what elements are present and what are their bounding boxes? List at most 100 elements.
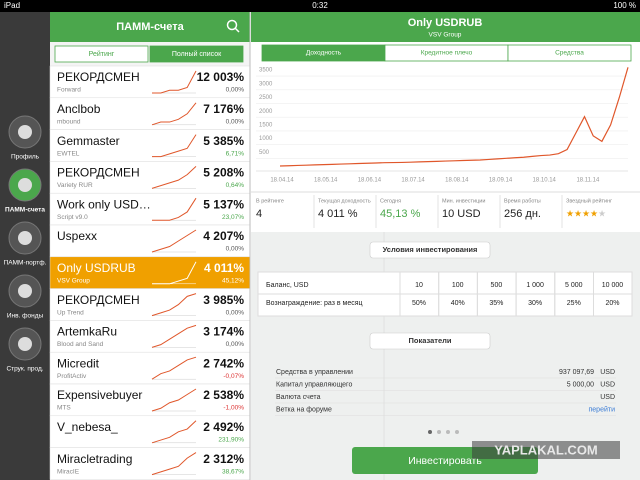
- stat-label: Время работы: [504, 198, 541, 204]
- list-row: [49, 351, 251, 385]
- row-change: -1,00%: [223, 405, 244, 412]
- row-name[interactable]: Gemmaster: [57, 134, 120, 148]
- invest-button-label[interactable]: Инвестировать: [408, 455, 482, 467]
- page-dot: [437, 430, 441, 434]
- sparkline: [151, 166, 197, 189]
- list-row: [49, 383, 251, 417]
- page-dot: [446, 430, 450, 434]
- row-name[interactable]: Uspexx: [57, 229, 97, 243]
- sidebar-glyph: [18, 284, 32, 298]
- row-name[interactable]: Miracletrading: [57, 452, 132, 466]
- row-change: 6,71%: [226, 150, 245, 157]
- row-value: 2 492%: [203, 420, 244, 434]
- status-time: 0:32: [312, 1, 328, 10]
- detail-tab-label[interactable]: Средства: [555, 50, 584, 57]
- watermark-bg: [472, 441, 620, 459]
- cond-cell: 35%: [489, 300, 503, 307]
- row-name[interactable]: РЕКОРДСМЕН: [57, 70, 140, 84]
- list-row: [49, 224, 251, 258]
- row-value: 12 003%: [197, 70, 245, 84]
- stat-value: 256 дн.: [504, 208, 541, 220]
- row-value: 4 207%: [203, 229, 244, 243]
- sidebar-label[interactable]: ПАММ-счета: [5, 207, 45, 214]
- star: ★: [590, 208, 598, 218]
- sparkline: [151, 293, 197, 317]
- sidebar-label[interactable]: Профиль: [11, 154, 40, 161]
- stat-value: 4: [256, 208, 262, 220]
- row-name[interactable]: V_nebesa_: [57, 420, 118, 434]
- sidebar-glyph: [18, 125, 32, 139]
- row-name[interactable]: Work only USD…: [57, 197, 151, 211]
- row-sub: EWTEL: [57, 150, 80, 157]
- star: ★: [566, 208, 574, 218]
- row-sub: MTS: [57, 405, 71, 412]
- row-name[interactable]: ArtemkaRu: [57, 325, 117, 339]
- x-tick-label: 18.10.14: [533, 178, 557, 184]
- row-name[interactable]: Anclbob: [57, 102, 101, 116]
- sparkline: [151, 452, 197, 476]
- row-sub: MiracIE: [57, 468, 80, 475]
- cond-cell: 25%: [567, 300, 581, 307]
- sidebar-glyph: [18, 337, 32, 351]
- stat-label: В рейтинге: [256, 197, 284, 204]
- stat-label: Текущая доходность: [318, 198, 371, 204]
- info-value: 937 097,69: [559, 369, 594, 376]
- detail-tab: [507, 44, 632, 62]
- sparkline: [151, 420, 197, 444]
- row-name[interactable]: Expensivebuyer: [57, 388, 142, 402]
- info-link[interactable]: перейти: [589, 405, 616, 413]
- info-label: Средства в управлении: [276, 369, 353, 376]
- row-change: 231,90%: [218, 437, 244, 444]
- row-change: 0,00%: [226, 309, 245, 316]
- row-name[interactable]: Micredit: [57, 356, 100, 370]
- row-sub: Blood and Sand: [57, 341, 104, 348]
- stat-label: Сегодня: [380, 198, 401, 204]
- x-tick-label: 18.11.14: [576, 178, 600, 184]
- list-row: [49, 415, 251, 448]
- list-tab: [54, 45, 149, 63]
- sparkline: [152, 197, 197, 221]
- y-tick-label: 2000: [259, 109, 273, 115]
- row-name[interactable]: РЕКОРДСМЕН: [57, 293, 140, 307]
- status-device: iPad: [4, 1, 20, 10]
- sidebar-label[interactable]: Инв. фонды: [7, 313, 44, 320]
- detail-tab-label[interactable]: Доходность: [306, 50, 342, 57]
- status-bar: [0, 0, 640, 12]
- sidebar-label[interactable]: Струк. прод.: [6, 366, 43, 373]
- sidebar-glyph: [18, 231, 32, 245]
- list-tab: [149, 45, 244, 63]
- stat-label: Звездный рейтинг: [566, 197, 612, 204]
- row-sub: ProfitActiv: [57, 373, 87, 380]
- x-tick-label: 18.06.14: [358, 178, 382, 184]
- y-tick-label: 3000: [259, 81, 273, 87]
- sidebar-label[interactable]: ПАММ-портф.: [4, 260, 47, 267]
- row-name[interactable]: РЕКОРДСМЕН: [57, 166, 140, 180]
- info-label: Капитал управляющего: [276, 381, 352, 388]
- page-dot: [428, 430, 432, 434]
- row-value: 2 312%: [203, 452, 244, 466]
- row-change: 45,12%: [222, 278, 244, 285]
- stat-value: 45,13 %: [380, 208, 421, 220]
- star: ★: [582, 208, 590, 218]
- cond-cell: 40%: [451, 300, 465, 307]
- info-value: 5 000,00: [567, 381, 594, 388]
- y-tick-label: 500: [259, 150, 270, 156]
- y-tick-label: 1000: [259, 136, 273, 142]
- info-label: Ветка на форуме: [276, 406, 332, 413]
- row-change: 0,00%: [226, 246, 245, 253]
- list-tab-label[interactable]: Полный список: [172, 50, 222, 58]
- row-value: 5 208%: [203, 166, 244, 180]
- row-sub: Up Trend: [57, 309, 84, 316]
- cond-cell: 50%: [412, 300, 426, 307]
- detail-tab-label[interactable]: Кредитное плечо: [421, 50, 473, 57]
- search-icon[interactable]: [226, 19, 238, 31]
- row-value: 5 385%: [203, 134, 244, 148]
- sparkline: [151, 324, 197, 348]
- sparkline: [151, 356, 197, 380]
- row-value: 3 174%: [203, 325, 244, 339]
- stat-value: 4 011 %: [318, 208, 358, 220]
- row-name[interactable]: Only USDRUB: [57, 261, 136, 275]
- sparkline: [152, 134, 197, 158]
- list-tab-label[interactable]: Рейтинг: [89, 50, 115, 58]
- row-change: 0,00%: [226, 119, 245, 126]
